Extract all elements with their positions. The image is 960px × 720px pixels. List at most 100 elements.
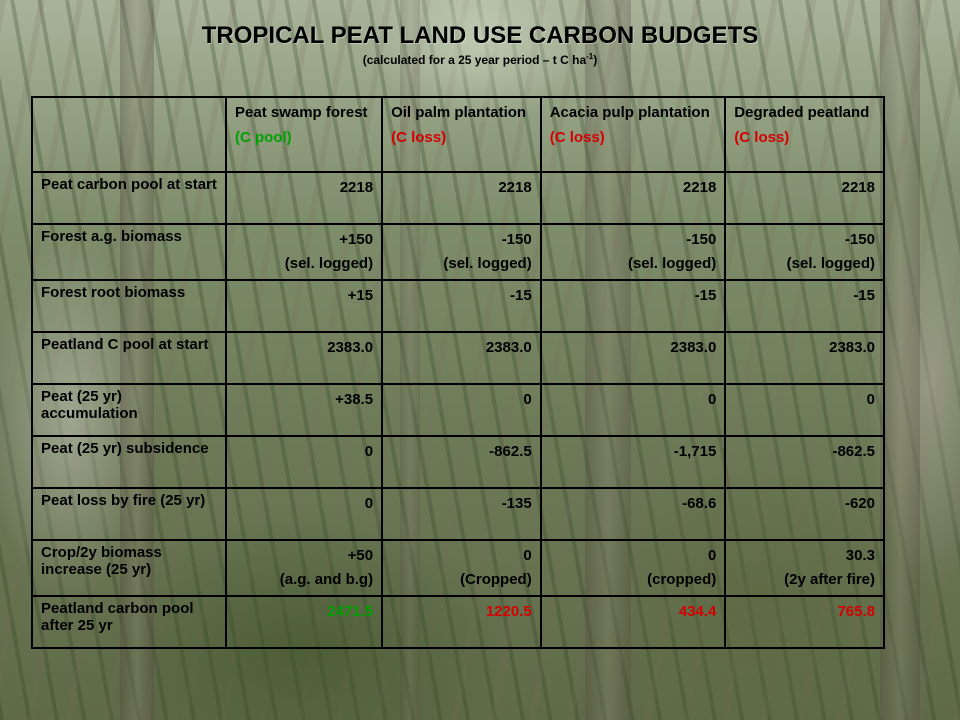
value-cell: 0 [724, 383, 885, 437]
table-row: Peat loss by fire (25 yr) 0 -135 -68.6 -620 [31, 487, 885, 541]
column-name: Oil palm plantation [391, 104, 527, 121]
cell-note: (cropped) [647, 571, 717, 588]
value-cell: 765.8 [724, 595, 885, 649]
value-cell: 0 (Cropped) [381, 539, 542, 597]
cell-value: 1220.5 [485, 603, 532, 620]
value-cell: -135 [381, 487, 542, 541]
cell-value: 2218 [498, 179, 532, 196]
carbon-budget-table: Peat swamp forest (C pool) Oil palm planta… [31, 96, 885, 649]
column-header: Peat swamp forest (C pool) [224, 96, 384, 173]
value-cell: -150 (sel. logged) [539, 223, 727, 281]
value-cell: 2383.0 [381, 331, 542, 385]
value-cell: 2383.0 [224, 331, 384, 385]
value-cell: -150 (sel. logged) [381, 223, 542, 281]
cell-note: (sel. logged) [786, 255, 875, 272]
row-label: Forest root biomass [31, 279, 227, 333]
value-cell: -150 (sel. logged) [724, 223, 885, 281]
value-cell: 2383.0 [539, 331, 727, 385]
value-cell: 2218 [539, 171, 727, 225]
value-cell: -862.5 [724, 435, 885, 489]
cell-value: -150 [686, 231, 717, 248]
value-cell: 2218 [381, 171, 542, 225]
cell-note: (sel. logged) [284, 255, 374, 272]
cell-value: 2218 [682, 179, 717, 196]
cell-note: (2y after fire) [784, 571, 875, 588]
cell-value: -68.6 [682, 495, 717, 512]
cell-value: -15 [694, 287, 717, 304]
column-header: Oil palm plantation (C loss) [381, 96, 542, 173]
cell-value: 2218 [339, 179, 374, 196]
table-row: Peatland carbon pool after 25 yr 2471.5 12… [31, 595, 885, 649]
row-label: Peatland carbon pool after 25 yr [31, 595, 227, 649]
cell-note: (sel. logged) [443, 255, 532, 272]
subtitle-close: ) [593, 53, 598, 67]
cell-note: (a.g. and b.g) [279, 571, 374, 588]
cell-value: 0 [523, 391, 532, 408]
row-label: Peat carbon pool at start [31, 171, 227, 225]
table-row: Crop/2y biomass increase (25 yr) +50 (a.g.… [31, 539, 885, 597]
cell-note: (sel. logged) [627, 255, 717, 272]
cell-value: 0 [364, 495, 374, 512]
value-cell: -862.5 [381, 435, 542, 489]
cell-value: 2218 [841, 179, 875, 196]
table-header-row: Peat swamp forest (C pool) Oil palm planta… [31, 96, 885, 173]
table-row: Peat (25 yr) accumulation +38.5 0 0 0 [31, 383, 885, 437]
value-cell: 0 (cropped) [539, 539, 727, 597]
subtitle-text: (calculated for a 25 year period – t C h… [362, 53, 587, 67]
cell-value: 0 [364, 443, 374, 460]
cell-value: 434.4 [678, 603, 717, 620]
cell-note: (Cropped) [460, 571, 532, 588]
cell-value: -15 [510, 287, 532, 304]
subtitle-superscript: -1 [586, 52, 594, 61]
cell-value: +15 [347, 287, 374, 304]
cell-value: 2383.0 [327, 339, 374, 356]
cell-value: 0 [523, 547, 532, 564]
slide-subtitle: (calculated for a 25 year period – t C h… [0, 52, 960, 67]
corner-cell [31, 96, 227, 173]
value-cell: -1,715 [539, 435, 727, 489]
row-label: Peat (25 yr) accumulation [31, 383, 227, 437]
row-label: Forest a.g. biomass [31, 223, 227, 281]
table-row: Forest root biomass +15 -15 -15 -15 [31, 279, 885, 333]
title-block: TROPICAL PEAT LAND USE CARBON BUDGETS (c… [0, 22, 960, 67]
value-cell: -68.6 [539, 487, 727, 541]
value-cell: -620 [724, 487, 885, 541]
cell-value: 0 [707, 547, 717, 564]
cell-value: 2383.0 [670, 339, 717, 356]
value-cell: 0 [539, 383, 727, 437]
cell-value: -1,715 [673, 443, 717, 460]
value-cell: 0 [224, 487, 384, 541]
row-label: Crop/2y biomass increase (25 yr) [31, 539, 227, 597]
column-kind: (C loss) [391, 129, 447, 146]
table-row: Peat carbon pool at start 2218 2218 2218 221… [31, 171, 885, 225]
cell-value: -862.5 [832, 443, 875, 460]
value-cell: -15 [724, 279, 885, 333]
cell-value: 2383.0 [485, 339, 532, 356]
value-cell: 0 [224, 435, 384, 489]
cell-value: 0 [707, 391, 717, 408]
cell-value: -862.5 [489, 443, 532, 460]
background-tree-trunk [880, 0, 920, 720]
cell-value: -150 [501, 231, 532, 248]
value-cell: 2471.5 [224, 595, 384, 649]
table-row: Peatland C pool at start 2383.0 2383.0 2383… [31, 331, 885, 385]
value-cell: +50 (a.g. and b.g) [224, 539, 384, 597]
value-cell: 434.4 [539, 595, 727, 649]
value-cell: +15 [224, 279, 384, 333]
cell-value: 30.3 [845, 547, 875, 564]
value-cell: 30.3 (2y after fire) [724, 539, 885, 597]
value-cell: 2218 [724, 171, 885, 225]
row-label: Peatland C pool at start [31, 331, 227, 385]
table-row: Forest a.g. biomass +150 (sel. logged) -150… [31, 223, 885, 281]
cell-value: 2471.5 [327, 603, 374, 620]
value-cell: 2218 [224, 171, 384, 225]
value-cell: +38.5 [224, 383, 384, 437]
cell-value: -135 [501, 495, 532, 512]
column-name: Degraded peatland [734, 104, 870, 121]
column-name: Peat swamp forest [235, 104, 368, 121]
table-row: Peat (25 yr) subsidence 0 -862.5 -1,715 -862… [31, 435, 885, 489]
column-kind: (C loss) [734, 129, 790, 146]
row-label: Peat loss by fire (25 yr) [31, 487, 227, 541]
value-cell: 0 [381, 383, 542, 437]
cell-value: 765.8 [837, 603, 875, 620]
